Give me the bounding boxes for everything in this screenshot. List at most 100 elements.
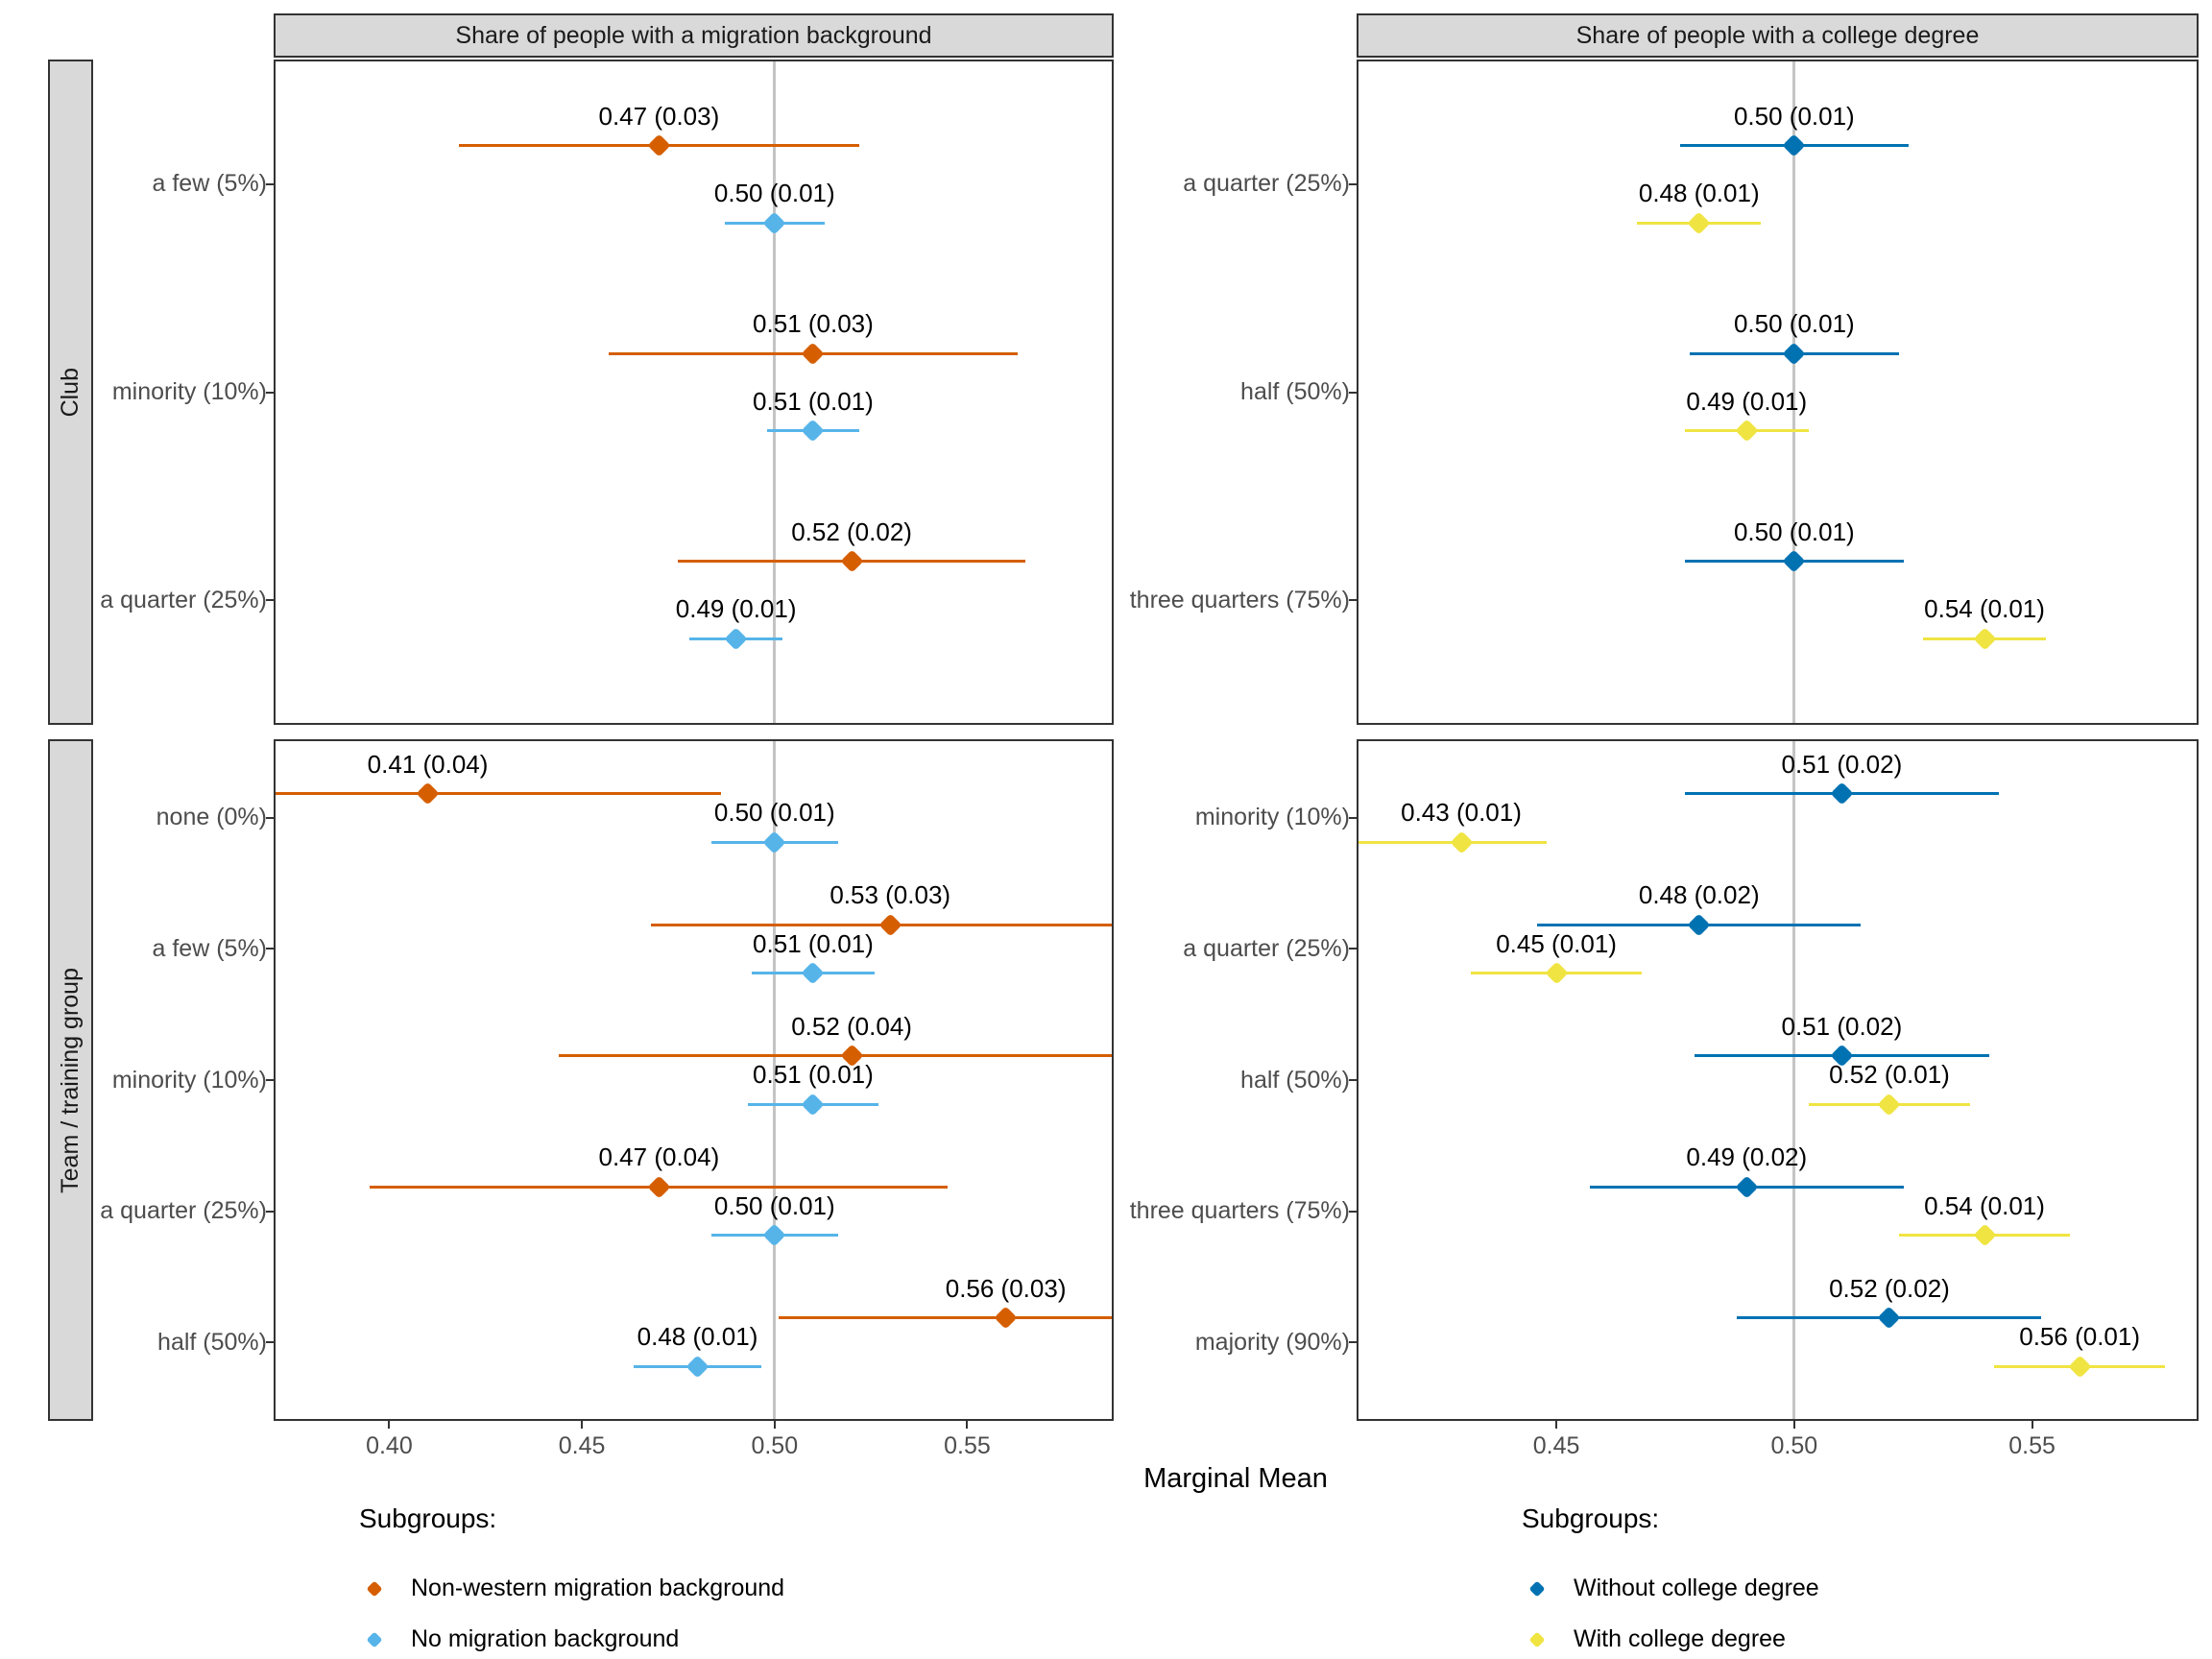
value-label: 0.53 (0.03) xyxy=(830,880,951,910)
reference-line-0.50 xyxy=(1792,741,1796,1419)
value-label: 0.49 (0.02) xyxy=(1686,1142,1808,1172)
y-tick xyxy=(1349,391,1357,394)
x-axis-title: Marginal Mean xyxy=(1143,1463,1328,1494)
legend-item-label: Without college degree xyxy=(1574,1575,1819,1601)
legend-migration-subgroups: Subgroups: Non-western migration backgro… xyxy=(359,1503,784,1659)
y-tick xyxy=(266,1210,274,1213)
y-axis-label: a quarter (25%) xyxy=(100,1197,267,1225)
value-label: 0.52 (0.04) xyxy=(791,1011,912,1041)
x-tick-label: 0.50 xyxy=(751,1432,799,1459)
non-western-migration-key-icon xyxy=(366,1580,383,1597)
reference-line-0.50 xyxy=(1792,61,1796,723)
y-axis-label: half (50%) xyxy=(1240,1066,1350,1094)
reference-line-0.50 xyxy=(773,741,777,1419)
value-label: 0.56 (0.01) xyxy=(2019,1322,2140,1352)
without-college-degree-key-icon xyxy=(1528,1580,1546,1597)
y-tick xyxy=(266,816,274,819)
value-label: 0.49 (0.01) xyxy=(675,594,797,624)
y-axis-label: majority (90%) xyxy=(1194,1328,1350,1356)
legend-item-label: With college degree xyxy=(1574,1625,1786,1652)
value-label: 0.48 (0.02) xyxy=(1638,880,1760,910)
value-label: 0.50 (0.01) xyxy=(713,798,835,828)
value-label: 0.41 (0.04) xyxy=(367,749,489,779)
value-label: 0.52 (0.02) xyxy=(791,517,912,546)
value-label: 0.50 (0.01) xyxy=(713,1190,835,1220)
value-label: 0.54 (0.01) xyxy=(1924,1190,2045,1220)
legend-college-subgroups: Subgroups: Without college degree With c… xyxy=(1522,1503,1819,1659)
value-label: 0.50 (0.01) xyxy=(713,179,835,207)
legend-title: Subgroups: xyxy=(1522,1503,1660,1533)
panel-team-college xyxy=(1357,739,2199,1421)
value-label: 0.51 (0.02) xyxy=(1781,1011,1903,1041)
no-migration-key-icon xyxy=(366,1631,383,1647)
x-tick xyxy=(966,1421,969,1429)
value-label: 0.51 (0.03) xyxy=(753,309,874,339)
value-label: 0.50 (0.01) xyxy=(1733,309,1855,339)
value-label: 0.43 (0.01) xyxy=(1401,798,1522,828)
x-tick xyxy=(581,1421,584,1429)
x-tick-label: 0.40 xyxy=(366,1432,413,1459)
facet-strip-migration-background: Share of people with a migration backgro… xyxy=(274,13,1114,58)
with-college-degree-key-icon xyxy=(1528,1631,1546,1647)
x-tick xyxy=(388,1421,391,1429)
y-axis-label: half (50%) xyxy=(157,1328,267,1356)
y-axis-label: a quarter (25%) xyxy=(100,586,267,613)
y-tick xyxy=(1349,948,1357,950)
value-label: 0.54 (0.01) xyxy=(1924,594,2045,624)
panel-team-migration xyxy=(274,739,1114,1421)
value-label: 0.51 (0.01) xyxy=(753,1060,874,1090)
facet-strip-team-training-group: Team / training group xyxy=(48,739,93,1421)
value-label: 0.47 (0.03) xyxy=(598,101,720,131)
legend-item: No migration background xyxy=(359,1614,784,1659)
y-tick xyxy=(266,948,274,950)
x-tick-label: 0.50 xyxy=(1770,1432,1818,1459)
y-axis-label: none (0%) xyxy=(156,804,267,831)
y-tick xyxy=(1349,1210,1357,1213)
x-tick-label: 0.45 xyxy=(1532,1432,1580,1459)
x-tick xyxy=(1792,1421,1795,1429)
value-label: 0.49 (0.01) xyxy=(1686,386,1808,416)
x-tick-label: 0.55 xyxy=(944,1432,991,1459)
y-axis-label: three quarters (75%) xyxy=(1129,1197,1350,1225)
value-label: 0.52 (0.02) xyxy=(1829,1273,1950,1303)
y-axis-label: a few (5%) xyxy=(152,170,267,198)
ci-line xyxy=(276,792,721,796)
y-tick xyxy=(266,1341,274,1344)
y-axis-label: a quarter (25%) xyxy=(1183,934,1350,962)
facet-strip-club: Club xyxy=(48,60,93,725)
y-tick xyxy=(266,599,274,602)
y-tick xyxy=(1349,182,1357,185)
panel-club-college xyxy=(1357,60,2199,725)
value-label: 0.52 (0.01) xyxy=(1829,1060,1950,1090)
y-axis-label: a quarter (25%) xyxy=(1183,170,1350,198)
x-tick xyxy=(773,1421,776,1429)
value-label: 0.50 (0.01) xyxy=(1733,101,1855,131)
y-tick xyxy=(1349,1341,1357,1344)
x-tick-label: 0.45 xyxy=(558,1432,606,1459)
legend-item-label: No migration background xyxy=(411,1625,680,1652)
y-tick xyxy=(266,1079,274,1081)
x-tick xyxy=(2031,1421,2033,1429)
y-tick xyxy=(1349,816,1357,819)
value-label: 0.51 (0.01) xyxy=(753,928,874,958)
legend-item: Non-western migration background xyxy=(359,1563,784,1614)
y-axis-label: minority (10%) xyxy=(1194,804,1350,831)
y-tick xyxy=(266,391,274,394)
legend-title: Subgroups: xyxy=(359,1503,497,1533)
value-label: 0.47 (0.04) xyxy=(598,1142,720,1172)
ci-line xyxy=(778,1316,1112,1320)
panel-club-migration xyxy=(274,60,1114,725)
legend-item: With college degree xyxy=(1522,1614,1819,1659)
x-tick-label: 0.55 xyxy=(2008,1432,2056,1459)
x-tick xyxy=(1555,1421,1558,1429)
ci-line xyxy=(559,1054,1112,1058)
y-axis-label: half (50%) xyxy=(1240,378,1350,405)
y-tick xyxy=(266,182,274,185)
y-axis-label: three quarters (75%) xyxy=(1129,586,1350,613)
value-label: 0.48 (0.01) xyxy=(1638,179,1760,207)
facet-strip-label: Share of people with a migration backgro… xyxy=(455,21,932,49)
y-axis-label: minority (10%) xyxy=(111,378,267,405)
value-label: 0.48 (0.01) xyxy=(637,1322,758,1352)
value-label: 0.51 (0.02) xyxy=(1781,749,1903,779)
